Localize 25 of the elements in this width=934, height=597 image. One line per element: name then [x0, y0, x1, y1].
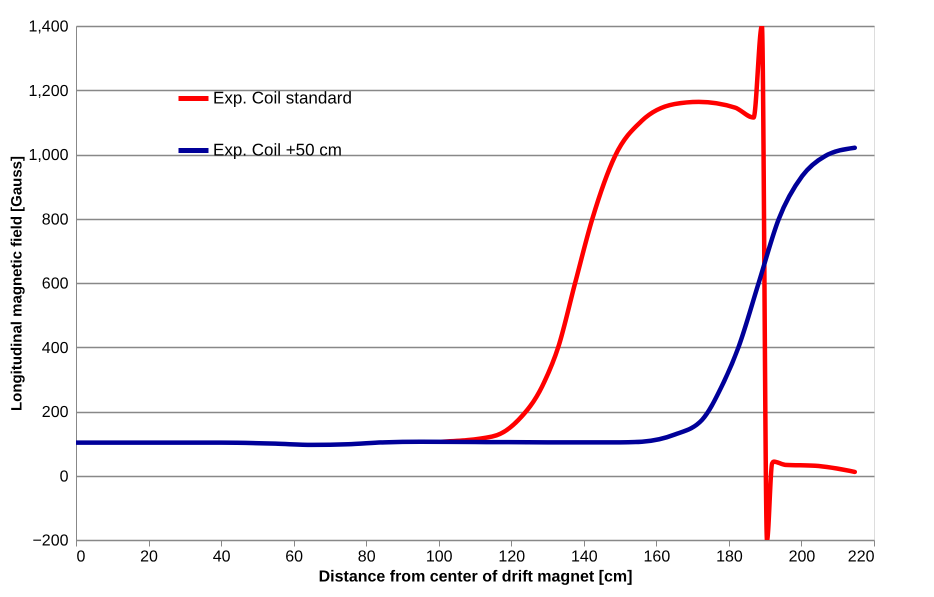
- x-tick-label: 100: [426, 548, 453, 566]
- x-tick-label: 180: [716, 548, 743, 566]
- y-tick-label: 1,400: [28, 18, 69, 36]
- legend-label: Exp. Coil standard: [213, 88, 352, 108]
- x-tick-label: 160: [644, 548, 670, 566]
- x-tick-label: 80: [358, 548, 376, 566]
- x-tick-label: 220: [848, 548, 875, 566]
- x-tick-label: 60: [285, 548, 304, 566]
- y-tick-label: 0: [60, 468, 69, 486]
- x-tick-label: 20: [140, 548, 158, 566]
- x-tick-label: 200: [788, 548, 816, 566]
- y-tick-label: 1,000: [28, 147, 69, 164]
- y-tick-label: 200: [42, 404, 69, 421]
- y-tick-label: 600: [42, 276, 69, 292]
- x-tick-label: 140: [570, 548, 598, 566]
- y-tick-label: 1,200: [28, 82, 69, 100]
- x-tick-label: 0: [76, 548, 86, 566]
- x-tick-label: 40: [212, 548, 231, 566]
- y-tick-label: −200: [32, 532, 69, 550]
- x-axis-title: Distance from center of drift magnet [cm]: [318, 568, 632, 586]
- legend-label: Exp. Coil +50 cm: [213, 140, 342, 160]
- y-axis-title: Longitudinal magnetic field [Gauss]: [8, 156, 26, 412]
- x-tick-label: 120: [498, 548, 526, 566]
- y-tick-label: 800: [42, 211, 69, 228]
- y-tick-label: 400: [42, 340, 69, 357]
